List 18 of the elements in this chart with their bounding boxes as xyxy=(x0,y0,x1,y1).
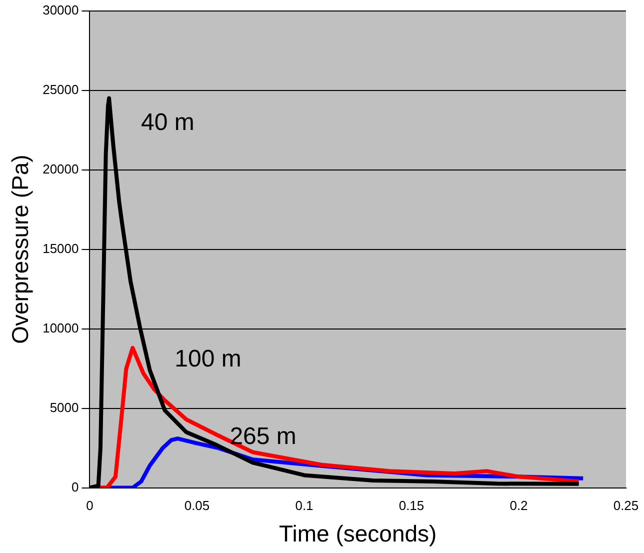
y-tick-label: 30000 xyxy=(42,2,79,18)
y-tick-label: 0 xyxy=(72,479,79,494)
y-tick-label: 10000 xyxy=(42,320,79,336)
x-tick-label: 0.2 xyxy=(510,498,528,514)
series-label: 40 m xyxy=(141,108,194,136)
x-axis-title: Time (seconds) xyxy=(279,520,437,547)
series-label: 100 m xyxy=(174,346,242,373)
y-tick-label: 15000 xyxy=(42,240,79,256)
y-tick-label: 25000 xyxy=(42,82,79,97)
x-tick-label: 0.25 xyxy=(613,498,639,514)
y-tick-label: 20000 xyxy=(42,161,79,176)
x-tick-label: 0.05 xyxy=(184,498,210,514)
x-tick-label: 0 xyxy=(86,498,94,514)
y-tick-label: 5000 xyxy=(50,400,79,415)
x-tick-label: 0.1 xyxy=(295,498,314,514)
x-tick-label: 0.15 xyxy=(398,498,424,514)
series-label: 265 m xyxy=(230,423,296,450)
y-axis-title: Overpressure (Pa) xyxy=(7,154,34,344)
